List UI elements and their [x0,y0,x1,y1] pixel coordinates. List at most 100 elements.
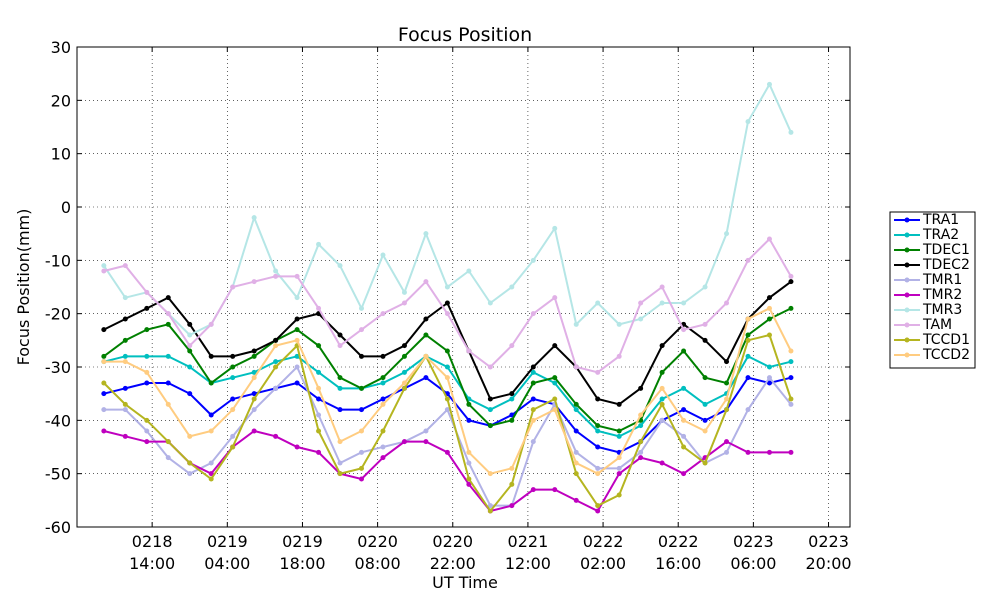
point [273,343,279,349]
point [766,81,772,87]
point [466,481,472,487]
point [616,465,622,471]
point [745,119,751,125]
x-tick-date: 0219 [282,532,323,551]
point [251,396,257,402]
point [208,353,214,359]
point [294,273,300,279]
point [359,327,365,333]
point [573,471,579,477]
point [487,396,493,402]
point [122,385,128,391]
point [444,300,450,306]
point [595,369,601,375]
point [788,273,794,279]
legend-marker [904,217,910,223]
point [423,353,429,359]
point [380,311,386,317]
point [616,492,622,498]
point [380,428,386,434]
point [316,396,322,402]
point [337,460,343,466]
point [230,444,236,450]
point [616,321,622,327]
point [638,455,644,461]
point [187,433,193,439]
x-tick-label: 0219 04:00 [204,532,250,573]
x-tick-date: 0222 [658,532,699,551]
point [316,305,322,311]
x-tick-date: 0223 [808,532,849,551]
point [509,503,515,509]
point [638,385,644,391]
point [766,316,772,322]
point [122,401,128,407]
point [273,359,279,365]
point [595,300,601,306]
point [380,252,386,258]
point [681,327,687,333]
x-tick-label: 0220 22:00 [430,532,476,573]
point [788,401,794,407]
point [251,391,257,397]
point [509,465,515,471]
plot-frame [76,46,851,528]
point [101,380,107,386]
point [766,449,772,455]
legend-label: TMR3 [922,302,962,318]
point [766,332,772,338]
legend-label: TAM [922,317,952,333]
point [616,433,622,439]
point [616,401,622,407]
point [251,375,257,381]
point [337,263,343,269]
x-tick-date: 0220 [357,532,398,551]
point [337,332,343,338]
legend-marker [904,352,910,358]
point [466,449,472,455]
point [573,407,579,413]
point [294,327,300,333]
point [552,225,558,231]
point [251,428,257,434]
point [638,300,644,306]
point [616,455,622,461]
legend-label: TCCD1 [922,332,970,348]
x-tick-label: 0221 12:00 [505,532,551,573]
x-tick-time: 02:00 [580,554,626,573]
point [724,380,730,386]
point [702,428,708,434]
point [766,236,772,242]
point [444,284,450,290]
y-tick-label: -10 [45,251,71,270]
point [380,401,386,407]
point [466,476,472,482]
point [316,428,322,434]
point [766,295,772,301]
point [251,348,257,354]
point [165,295,171,301]
point [316,385,322,391]
point [208,460,214,466]
point [530,417,536,423]
point [659,343,665,349]
point [165,311,171,317]
y-tick-label: 20 [51,91,71,110]
point [316,343,322,349]
point [359,449,365,455]
y-tick-label: -30 [45,358,71,377]
legend-marker [904,337,910,343]
point [573,364,579,370]
point [401,385,407,391]
point [380,375,386,381]
point [745,375,751,381]
point [230,375,236,381]
x-tick-date: 0220 [432,532,473,551]
point [165,353,171,359]
point [616,471,622,477]
point [509,481,515,487]
point [466,417,472,423]
point [595,423,601,429]
x-tick-time: 04:00 [204,554,250,573]
point [659,396,665,402]
